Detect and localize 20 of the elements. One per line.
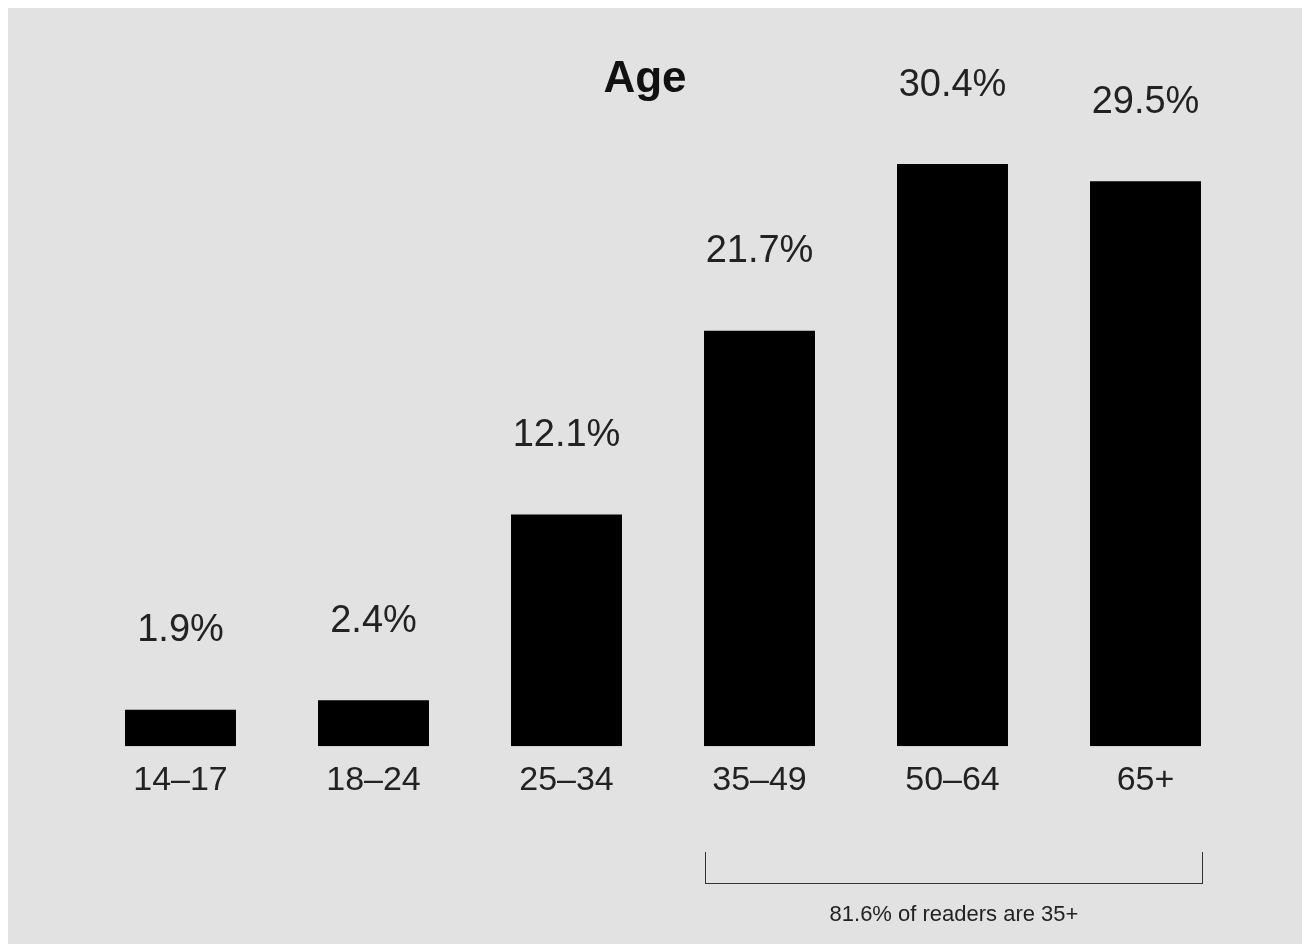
data-label: 2.4% (330, 597, 417, 640)
bar (704, 330, 815, 747)
text: 81.6% of readers are 35+ (828, 901, 1080, 927)
chart-title: Age (603, 52, 687, 102)
x-tick-label: 14–17 (133, 758, 228, 797)
bar (1090, 181, 1201, 747)
x-tick-label: 35–49 (712, 758, 807, 797)
x-tick-label: 18–24 (326, 758, 421, 797)
bar (125, 709, 236, 747)
bar (318, 700, 429, 747)
x-tick-label: 50–64 (905, 758, 1000, 797)
bar (511, 514, 622, 747)
data-label: 30.4% (898, 61, 1007, 104)
bar (897, 164, 1008, 747)
x-tick-label: 25–34 (519, 758, 614, 797)
data-label: 21.7% (705, 228, 814, 271)
data-label: 29.5% (1091, 78, 1200, 121)
data-label: 12.1% (512, 411, 621, 454)
data-label: 1.9% (137, 607, 224, 650)
x-tick-label: 65+ (1116, 758, 1175, 797)
